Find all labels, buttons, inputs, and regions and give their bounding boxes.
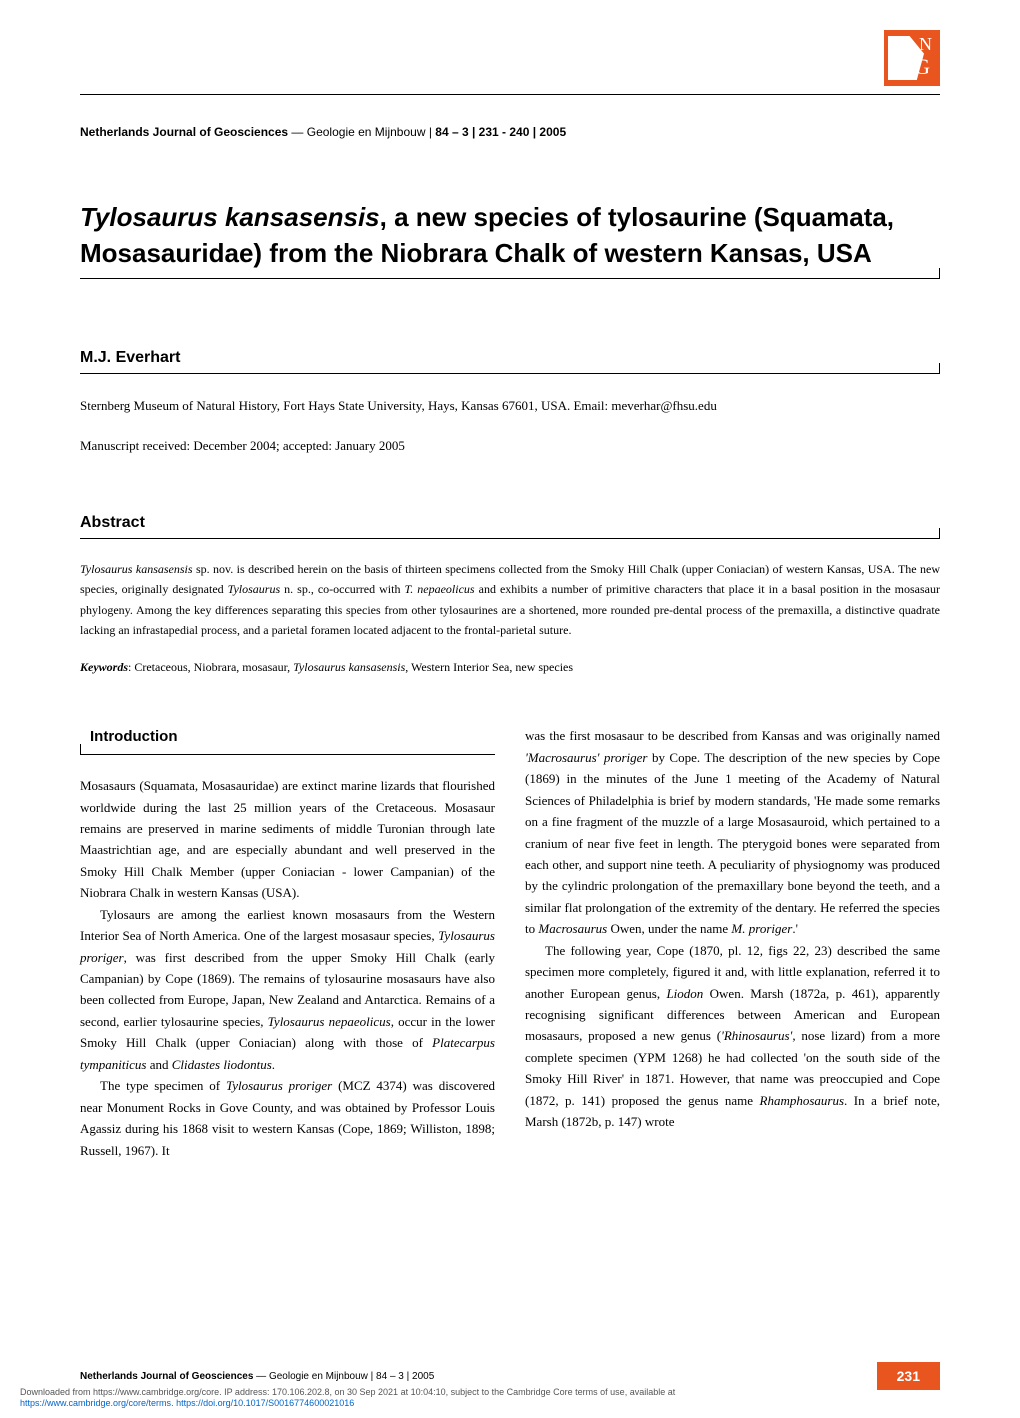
download-line-2: https://www.cambridge.org/core/terms. ht… bbox=[20, 1398, 675, 1410]
abstract-underline bbox=[80, 538, 940, 539]
right-column: was the first mosasaur to be described f… bbox=[525, 725, 940, 1161]
intro-paragraph-1: Mosasaurs (Squamata, Mosasauridae) are e… bbox=[80, 775, 495, 904]
intro-paragraph-3: The type specimen of Tylosaurus proriger… bbox=[80, 1075, 495, 1161]
journal-subtitle: — Geologie en Mijnbouw | bbox=[288, 125, 435, 139]
intro-heading-wrap: Introduction bbox=[80, 725, 495, 755]
intro-paragraph-5: The following year, Cope (1870, pl. 12, … bbox=[525, 940, 940, 1133]
journal-name: Netherlands Journal of Geosciences bbox=[80, 125, 288, 139]
author-section: M.J. Everhart bbox=[80, 349, 940, 367]
left-column: Introduction Mosasaurs (Squamata, Mosasa… bbox=[80, 725, 495, 1161]
download-line-1: Downloaded from https://www.cambridge.or… bbox=[20, 1387, 675, 1399]
manuscript-info: Manuscript received: December 2004; acce… bbox=[80, 438, 940, 454]
header-divider bbox=[80, 94, 940, 95]
logo-letter-g: G bbox=[914, 54, 930, 80]
introduction-section: Introduction Mosasaurs (Squamata, Mosasa… bbox=[80, 725, 940, 1161]
keywords-label: Keywords bbox=[80, 660, 128, 674]
title-underline bbox=[80, 278, 940, 279]
journal-pages: | 231 - 240 | bbox=[469, 125, 540, 139]
journal-volume: 84 – 3 bbox=[435, 125, 468, 139]
article-title: Tylosaurus kansasensis, a new species of… bbox=[80, 199, 940, 272]
intro-paragraph-4: was the first mosasaur to be described f… bbox=[525, 725, 940, 939]
footer-journal-info: Netherlands Journal of Geosciences — Geo… bbox=[80, 1371, 434, 1382]
keywords: Keywords: Cretaceous, Niobrara, mosasaur… bbox=[80, 660, 940, 675]
author-affiliation: Sternberg Museum of Natural History, For… bbox=[80, 398, 940, 414]
logo-container: N G bbox=[80, 30, 940, 86]
intro-paragraph-2: Tylosaurs are among the earliest known m… bbox=[80, 904, 495, 1076]
abstract-heading: Abstract bbox=[80, 514, 940, 532]
author-underline bbox=[80, 373, 940, 374]
author-name: M.J. Everhart bbox=[80, 349, 940, 367]
footer-journal-name: Netherlands Journal of Geosciences bbox=[80, 1371, 253, 1382]
journal-logo: N G bbox=[884, 30, 940, 86]
logo-letter-n: N bbox=[919, 34, 932, 55]
journal-year: 2005 bbox=[539, 125, 566, 139]
keywords-text: : Cretaceous, Niobrara, mosasaur, Tylosa… bbox=[128, 660, 573, 674]
download-info: Downloaded from https://www.cambridge.or… bbox=[20, 1387, 675, 1410]
page-number: 231 bbox=[877, 1362, 940, 1390]
terms-link[interactable]: https://www.cambridge.org/core/terms bbox=[20, 1398, 171, 1408]
introduction-heading: Introduction bbox=[80, 725, 495, 750]
journal-header: Netherlands Journal of Geosciences — Geo… bbox=[80, 125, 940, 139]
footer-journal-details: — Geologie en Mijnbouw | 84 – 3 | 2005 bbox=[253, 1371, 434, 1382]
abstract-text: Tylosaurus kansasensis sp. nov. is descr… bbox=[80, 559, 940, 641]
doi-link[interactable]: https://doi.org/10.1017/S001677460002101… bbox=[176, 1398, 354, 1408]
